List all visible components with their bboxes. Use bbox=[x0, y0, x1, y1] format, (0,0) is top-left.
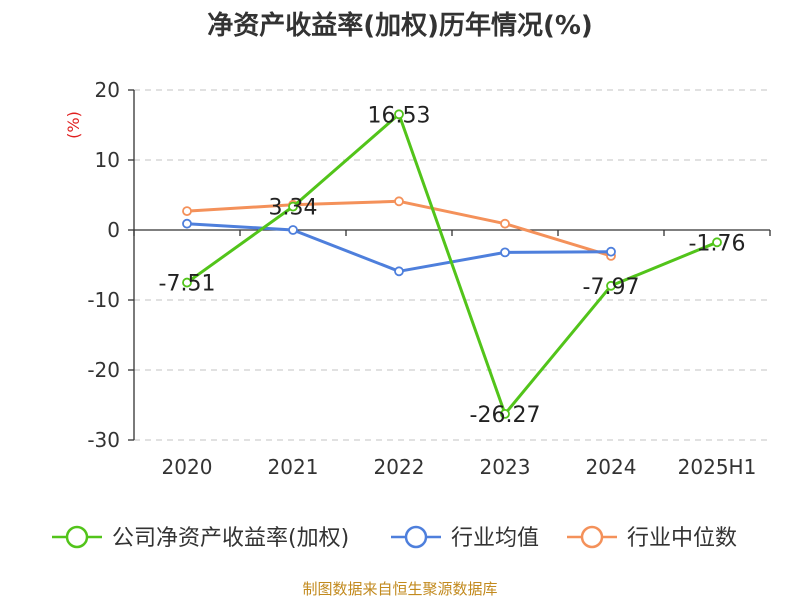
legend-marker bbox=[580, 525, 604, 549]
legend-item[interactable]: 行业中位数 bbox=[567, 525, 737, 551]
legend-label: 行业均值 bbox=[451, 526, 539, 551]
source-note: 制图数据来自恒生聚源数据库 bbox=[302, 580, 497, 598]
data-point bbox=[500, 218, 510, 229]
legend-item[interactable]: 行业均值 bbox=[391, 525, 539, 551]
x-tick-label: 2025H1 bbox=[678, 455, 757, 479]
x-tick-label: 2023 bbox=[480, 455, 531, 479]
series-line bbox=[186, 222, 612, 273]
x-tick-label: 2022 bbox=[374, 455, 425, 479]
data-labels: -7.51 3.34 16.53 -26.27 -7.97 -1.76 bbox=[159, 103, 746, 428]
data-point bbox=[182, 218, 192, 229]
data-label: -1.76 bbox=[689, 231, 746, 256]
x-tick-label: 2020 bbox=[162, 455, 213, 479]
gridlines bbox=[134, 89, 770, 441]
data-label: -7.51 bbox=[159, 272, 216, 297]
data-point bbox=[394, 109, 404, 120]
series-lines bbox=[182, 109, 722, 419]
data-point bbox=[288, 225, 298, 235]
legend-item[interactable]: 公司净资产收益率(加权) bbox=[52, 525, 349, 551]
y-tick-label: 0 bbox=[107, 218, 120, 242]
data-label: 3.34 bbox=[269, 196, 318, 221]
data-point bbox=[182, 277, 192, 288]
data-point bbox=[394, 196, 404, 207]
legend-marker bbox=[65, 525, 89, 549]
legend-marker bbox=[404, 525, 428, 549]
y-tick-label: 10 bbox=[95, 148, 120, 172]
data-label: -26.27 bbox=[470, 403, 541, 428]
y-tick-label: -20 bbox=[87, 358, 120, 382]
legend-label: 公司净资产收益率(加权) bbox=[112, 526, 349, 551]
data-point bbox=[288, 201, 298, 212]
data-point bbox=[606, 280, 616, 291]
series-line bbox=[186, 112, 718, 416]
y-tick-label: 20 bbox=[95, 78, 120, 102]
data-point bbox=[182, 206, 192, 217]
x-tick-label: 2024 bbox=[586, 455, 637, 479]
x-tick-label: 2021 bbox=[268, 455, 319, 479]
y-tick-label: -30 bbox=[87, 428, 120, 452]
y-tick-label: -10 bbox=[87, 288, 120, 312]
data-point bbox=[500, 408, 510, 419]
axes: 20 10 0 -10 -20 -30 2020 2021 2022 2023 2024 2025H1 bbox=[87, 78, 771, 479]
data-point bbox=[500, 247, 510, 258]
data-point bbox=[712, 237, 722, 248]
data-label: -7.97 bbox=[583, 275, 640, 300]
data-point bbox=[394, 266, 404, 277]
legend-label: 行业中位数 bbox=[627, 526, 737, 551]
legend[interactable]: 公司净资产收益率(加权) 行业均值 行业中位数 bbox=[52, 525, 737, 551]
y-axis-unit-label: (%) bbox=[64, 111, 83, 139]
chart-title: 净资产收益率(加权)历年情况(%) bbox=[207, 10, 593, 41]
data-label: 16.53 bbox=[368, 103, 431, 128]
data-point bbox=[606, 246, 616, 257]
